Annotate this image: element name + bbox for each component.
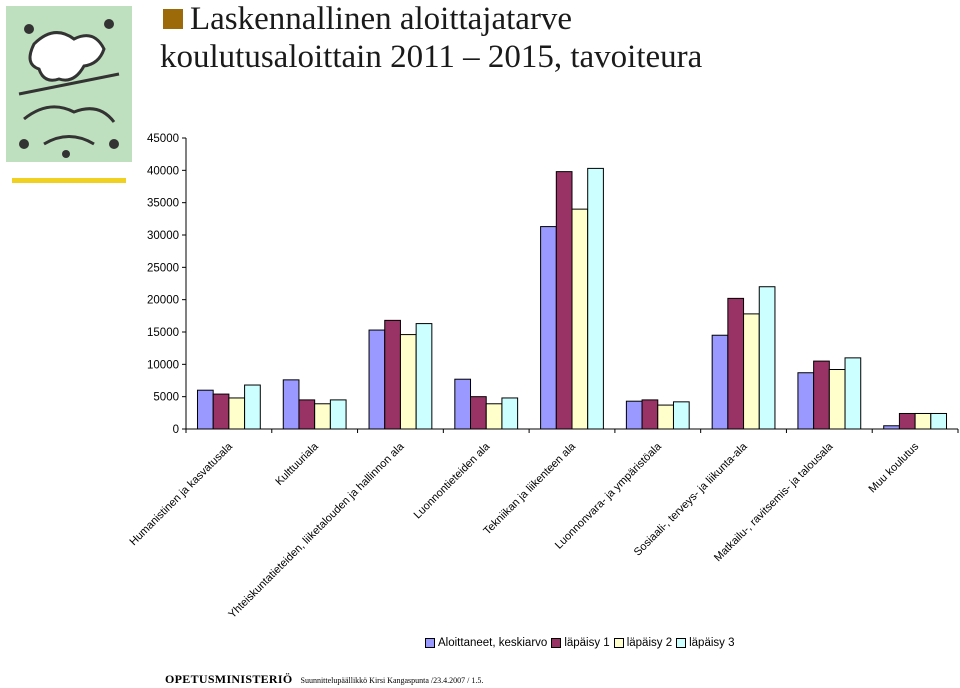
coat-of-arms-logo <box>6 6 132 162</box>
x-category-label: Luonnontieteiden ala <box>412 440 493 521</box>
legend-swatch <box>425 638 435 648</box>
legend-item: läpäisy 1 <box>551 637 610 649</box>
legend-swatch <box>613 638 624 648</box>
bar <box>329 399 347 430</box>
bar <box>657 404 674 430</box>
legend-swatch <box>676 638 687 648</box>
bar <box>415 323 433 430</box>
y-tick-label: 45000 <box>147 133 179 145</box>
chart-legend: Aloittaneet, keskiarvo läpäisy 1 läpäisy 2… <box>425 635 738 651</box>
y-tick-label: 30000 <box>147 230 179 242</box>
slide-title-line-1: Laskennallinen aloittajatarve <box>190 1 573 37</box>
bar <box>641 399 659 430</box>
bar <box>743 313 760 430</box>
bar <box>501 397 519 430</box>
legend-label: läpäisy 3 <box>689 637 735 649</box>
bar <box>384 319 401 430</box>
legend-label: läpäisy 1 <box>564 637 610 649</box>
bar <box>813 360 830 430</box>
bar <box>672 401 690 430</box>
legend-item: läpäisy 2 <box>613 637 673 649</box>
footer: OPETUSMINISTERIÖ Suunnittelupäällikkö Ki… <box>165 670 483 688</box>
bar <box>727 297 745 430</box>
bar <box>454 378 472 430</box>
bar <box>625 400 643 430</box>
bar <box>298 399 316 430</box>
x-category-label: Kulttuuriala <box>273 440 321 488</box>
legend-swatch <box>551 638 562 648</box>
legend-item: läpäisy 3 <box>676 637 734 649</box>
y-tick-label: 0 <box>173 424 179 436</box>
slide-title: Laskennallinen aloittajatarve koulutusal… <box>160 0 950 76</box>
bar <box>399 334 417 430</box>
y-tick-label: 40000 <box>147 165 179 177</box>
bar <box>485 403 503 430</box>
bar <box>914 412 932 430</box>
bar <box>758 286 776 430</box>
bar <box>711 334 729 430</box>
legend-label: Aloittaneet, keskiarvo <box>438 637 548 649</box>
bar <box>930 412 948 430</box>
x-category-label: Yhteiskuntatieteiden, liiketalouden ja h… <box>226 440 407 621</box>
x-category-label: Muu koulutus <box>866 440 921 495</box>
bar <box>282 379 300 430</box>
bar <box>571 208 589 430</box>
y-tick-label: 15000 <box>147 327 179 339</box>
bar <box>244 384 261 430</box>
bar <box>228 397 246 430</box>
plot-area: 0 5000 10000 15000 20000 25000 30000 35000 40000… <box>128 133 959 621</box>
y-tick-label: 20000 <box>147 295 179 307</box>
bar <box>828 369 846 430</box>
footer-note: Suunnittelupäällikkö Kirsi Kangaspunta /… <box>300 676 484 685</box>
x-category-label: Tekniikan ja liikenteen ala <box>481 440 578 537</box>
y-tick-label: 10000 <box>147 359 179 371</box>
bar <box>898 412 916 430</box>
bar <box>883 425 900 430</box>
bar <box>555 171 573 430</box>
y-tick-label: 35000 <box>147 198 179 210</box>
bar <box>587 167 604 430</box>
bar <box>470 396 487 430</box>
y-tick-label: 25000 <box>147 262 179 274</box>
logo-yellow-bar <box>12 178 126 183</box>
title-bullet-square <box>163 9 183 29</box>
legend-label: läpäisy 2 <box>626 637 673 649</box>
bar <box>844 357 862 430</box>
bar <box>314 403 331 430</box>
legend-item: Aloittaneet, keskiarvo <box>425 637 547 649</box>
bar <box>212 393 230 430</box>
footer-organization: OPETUSMINISTERIÖ <box>165 672 293 686</box>
bar <box>196 389 214 430</box>
x-category-label: Humanistinen ja kasvatusala <box>128 440 236 548</box>
bar <box>368 329 386 430</box>
bar <box>540 226 557 430</box>
slide-title-line-2: koulutusaloittain 2011 – 2015, tavoiteur… <box>160 39 703 75</box>
y-tick-label: 5000 <box>153 392 179 404</box>
bar <box>797 372 815 430</box>
